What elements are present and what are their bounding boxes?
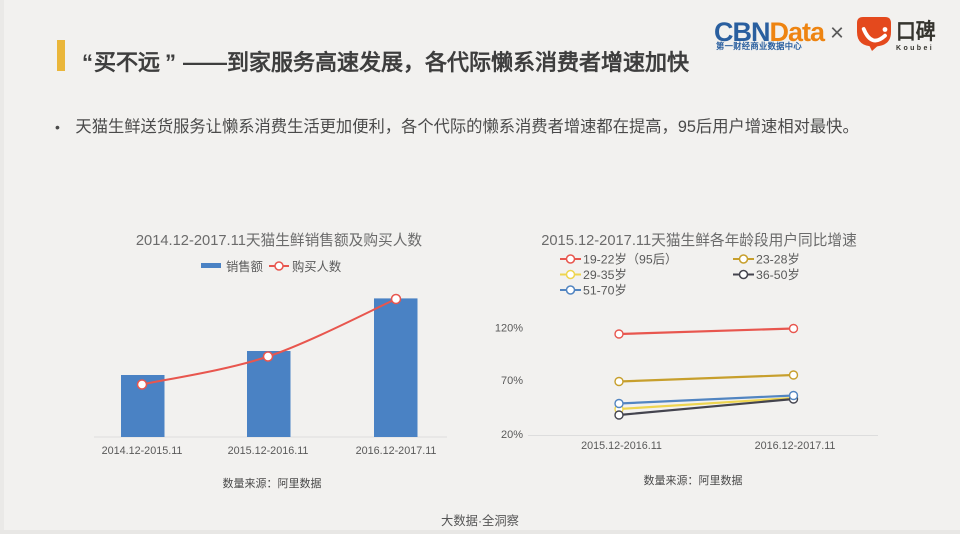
svg-text:口碑: 口碑 [896, 19, 936, 44]
svg-text:数量来源：阿里数据: 数量来源：阿里数据 [644, 473, 743, 487]
svg-text:2015.12-2016.11: 2015.12-2016.11 [581, 440, 662, 452]
svg-text:2014.12-2017.11天猫生鲜销售额及购买人数: 2014.12-2017.11天猫生鲜销售额及购买人数 [136, 232, 423, 249]
svg-text:70%: 70% [501, 375, 523, 387]
svg-text:Koubei: Koubei [896, 45, 934, 52]
svg-text:23-28岁: 23-28岁 [756, 252, 800, 267]
svg-text:2016.12-2017.11: 2016.12-2017.11 [356, 445, 437, 457]
svg-text:购买人数: 购买人数 [292, 259, 341, 274]
svg-text:CBNData: CBNData [714, 17, 826, 47]
svg-text:第一财经商业数据中心: 第一财经商业数据中心 [716, 41, 802, 51]
svg-text:销售额: 销售额 [226, 259, 263, 274]
svg-text:数量来源：阿里数据: 数量来源：阿里数据 [223, 476, 322, 490]
svg-text:2014.12-2015.11: 2014.12-2015.11 [102, 445, 183, 457]
svg-text:36-50岁: 36-50岁 [756, 267, 800, 282]
svg-text:2016.12-2017.11: 2016.12-2017.11 [755, 440, 836, 452]
svg-text:19-22岁（95后）: 19-22岁（95后） [583, 252, 677, 267]
svg-text:2015.12-2017.11天猫生鲜各年龄段用户同比增速: 2015.12-2017.11天猫生鲜各年龄段用户同比增速 [541, 232, 857, 249]
svg-text:×: × [830, 20, 844, 47]
svg-text:20%: 20% [501, 429, 523, 441]
svg-text:120%: 120% [495, 323, 523, 335]
svg-text:51-70岁: 51-70岁 [583, 283, 627, 298]
svg-text:2015.12-2016.11: 2015.12-2016.11 [228, 445, 309, 457]
svg-text:29-35岁: 29-35岁 [583, 267, 627, 282]
